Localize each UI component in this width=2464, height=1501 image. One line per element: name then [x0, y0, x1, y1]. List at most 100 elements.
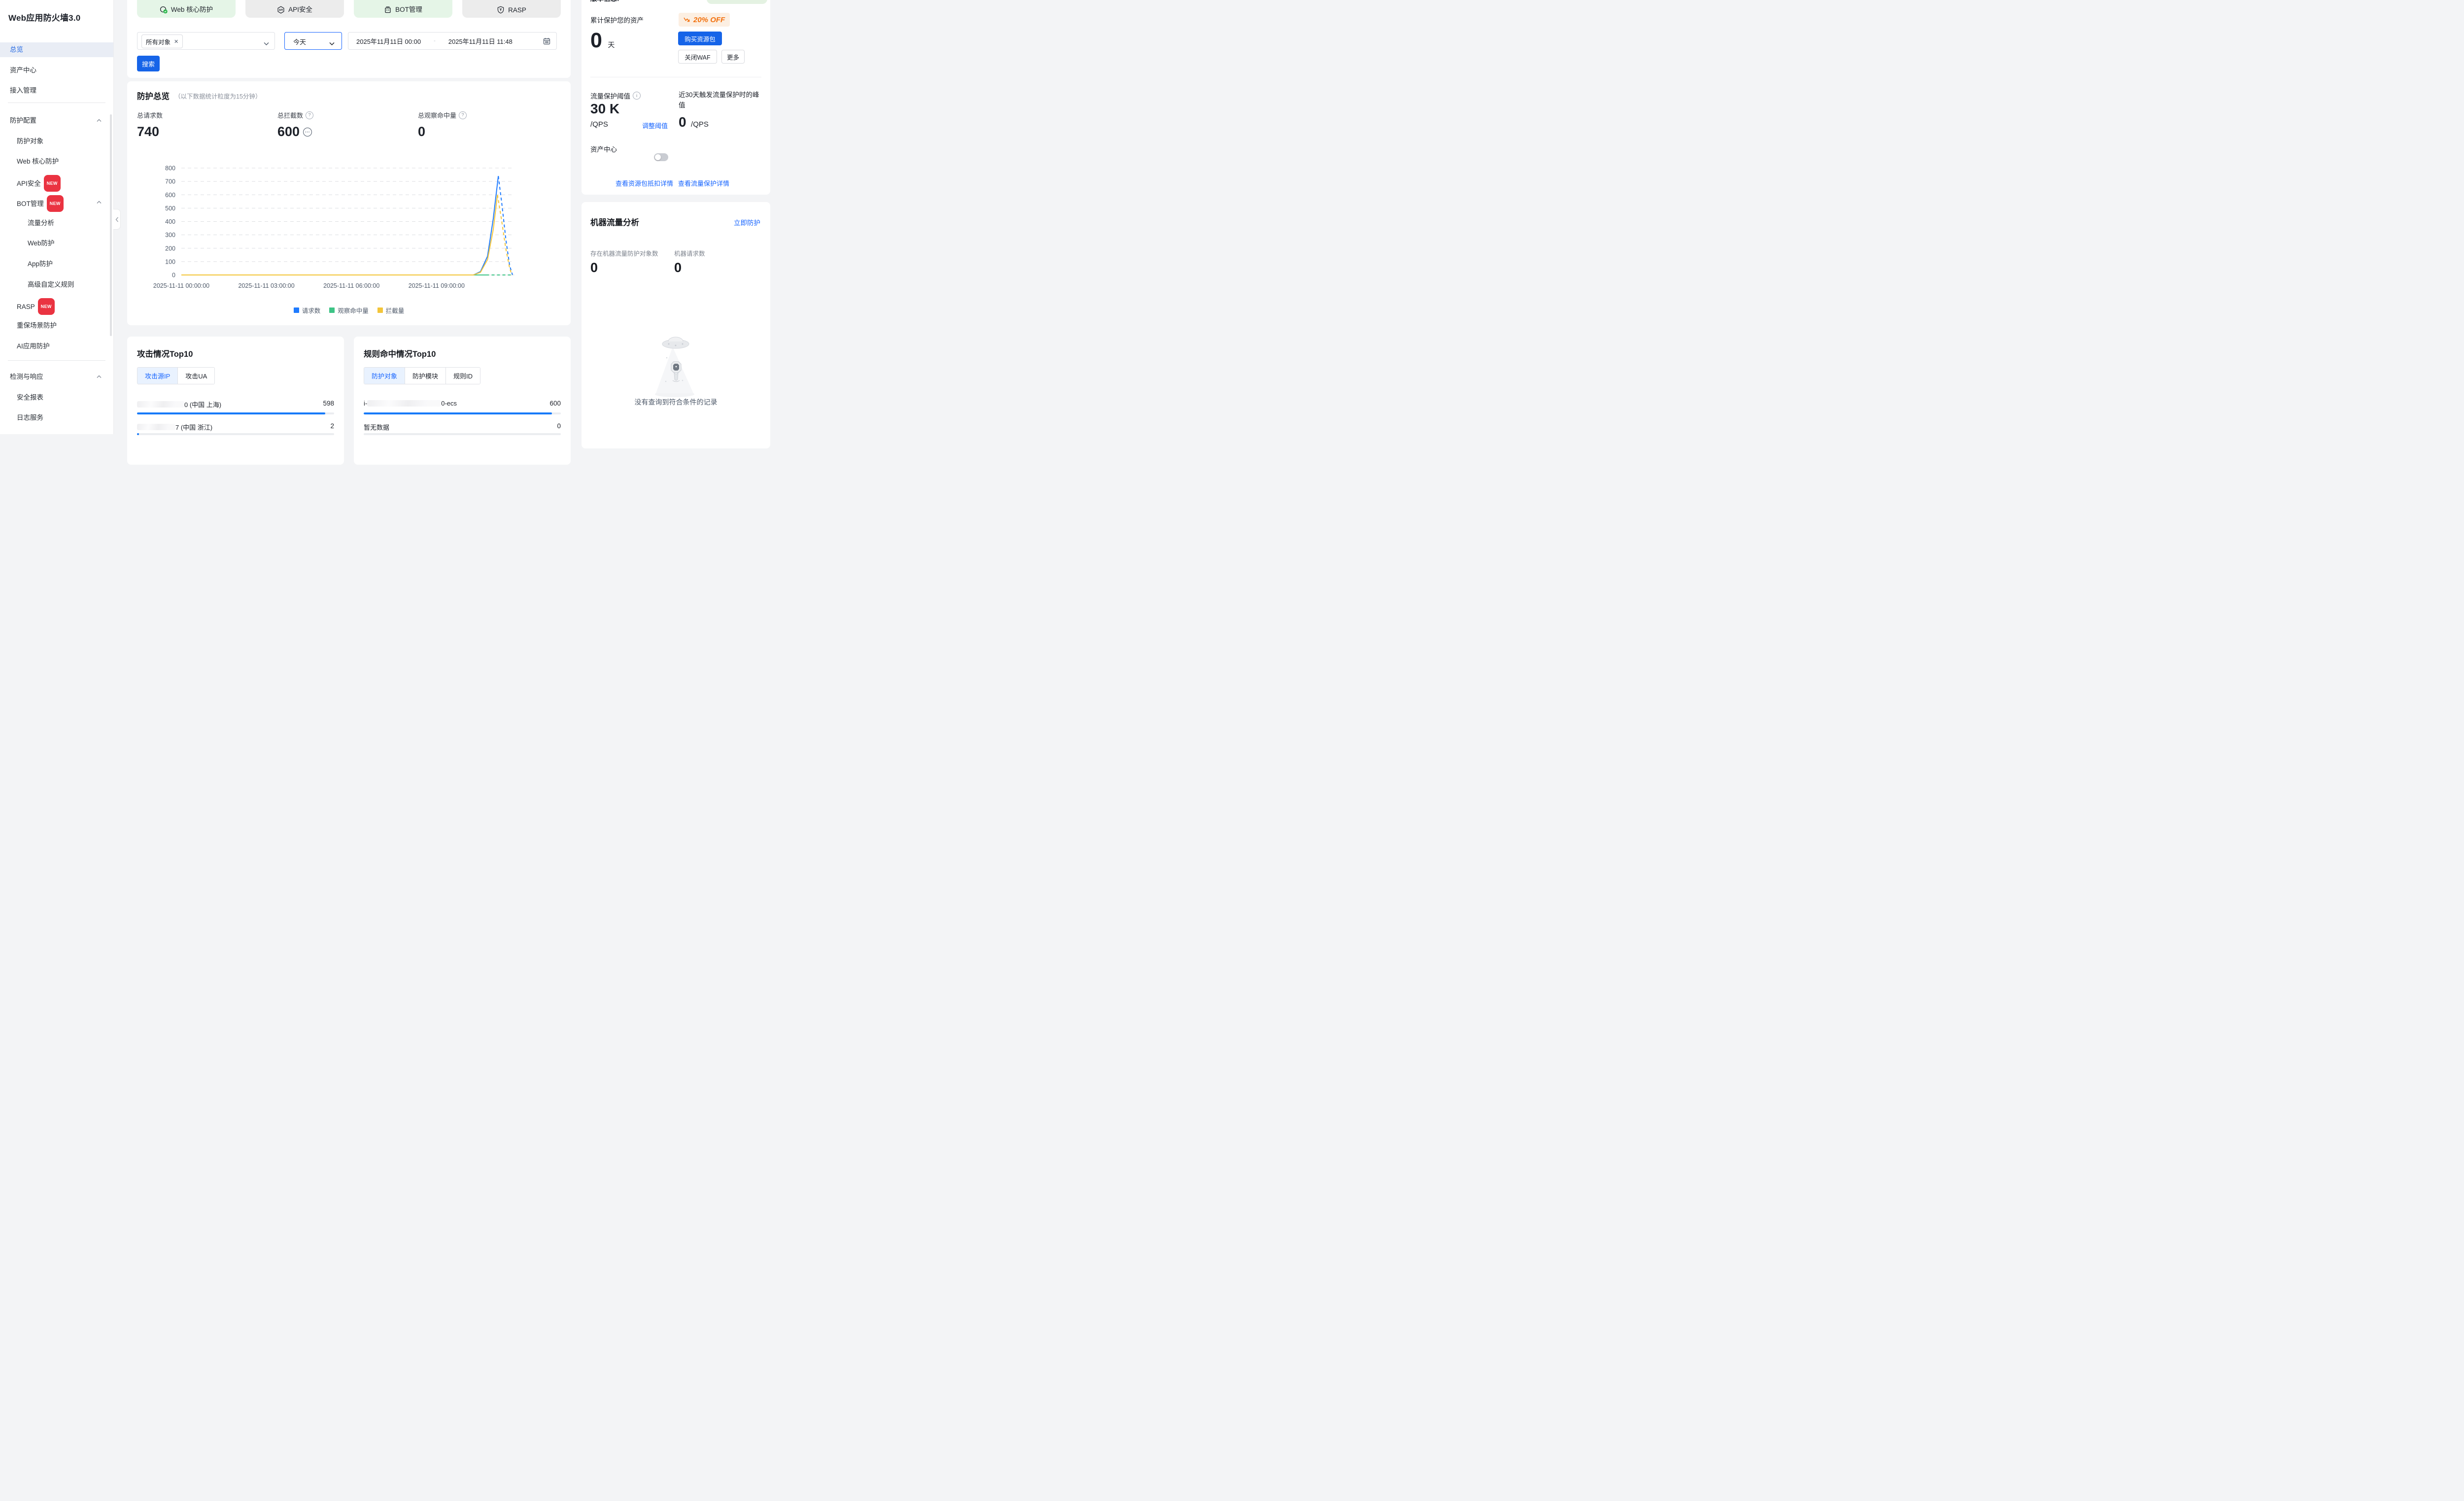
traffic-detail-link[interactable]: 查看流量保护详情	[678, 180, 730, 187]
svg-text:2025-11-11 06:00:00: 2025-11-11 06:00:00	[323, 282, 379, 289]
asset-protect-label: 累计保护您的资产	[590, 17, 644, 24]
calendar-icon[interactable]	[543, 37, 550, 45]
date-range-input[interactable]: 2025年11月11日 00:00 - 2025年11月11日 11:48	[348, 32, 557, 50]
threshold-label-row: 流量保护阈值 i	[590, 91, 641, 101]
tab-rule-id[interactable]: 规则ID	[445, 368, 480, 384]
sidebar-group-detect[interactable]: 检测与响应	[0, 370, 113, 384]
sidebar-item-traffic-analysis[interactable]: 流量分析	[28, 219, 54, 227]
rule-row-2: 暂无数据 0	[364, 422, 561, 432]
sidebar-item-bot[interactable]: BOT管理 NEW	[0, 195, 113, 212]
sidebar-item-overview[interactable]: 总览	[0, 42, 113, 57]
sidebar-group-protection[interactable]: 防护配置	[0, 113, 113, 128]
adjust-threshold-link[interactable]: 调整阈值	[642, 122, 668, 130]
rule-top10-title: 规则命中情况Top10	[364, 350, 436, 359]
rule-row-value: 0	[557, 422, 561, 430]
tab-protect-module[interactable]: 防护模块	[405, 368, 446, 384]
attack-row-1-bar	[137, 412, 334, 414]
attack-row-value: 2	[330, 422, 334, 430]
product-tab-api[interactable]: API API安全	[245, 0, 344, 18]
sidebar-item-asset-center[interactable]: 资产中心	[10, 67, 36, 74]
object-filter-tag: 所有对象 ✕	[141, 34, 183, 48]
sidebar-item-web-protect[interactable]: Web防护	[28, 239, 55, 247]
sidebar-item-ai-protect[interactable]: AI应用防护	[17, 342, 50, 350]
tab-attack-source-ip[interactable]: 攻击源IP	[137, 368, 178, 384]
legend-item[interactable]: 拦截量	[377, 306, 404, 315]
search-button[interactable]: 搜索	[137, 56, 160, 71]
protected-days: 0 天	[590, 29, 615, 53]
sidebar-item-log-service[interactable]: 日志服务	[17, 414, 43, 421]
bot-objects-label: 存在机器流量防护对象数	[590, 250, 658, 257]
stat-observe-hits: 总观察命中量 ? 0	[418, 110, 467, 139]
protect-now-link[interactable]: 立即防护	[734, 219, 760, 227]
sidebar-item-web-core[interactable]: Web 核心防护	[17, 158, 59, 165]
protection-overview-card: 防护总览 （以下数据统计粒度为15分钟） 总请求数 740 总拦截数 ? 600…	[127, 81, 571, 325]
close-waf-button[interactable]: 关闭WAF	[678, 50, 717, 64]
rule-top10-card: 规则命中情况Top10 防护对象 防护模块 规则ID i- 0-ecs 600 暂…	[354, 337, 571, 465]
sidebar-item-access[interactable]: 接入管理	[10, 87, 36, 94]
tab-protect-object[interactable]: 防护对象	[364, 368, 405, 384]
rule-row-2-bar	[364, 433, 561, 435]
product-tab-label: BOT管理	[395, 6, 422, 13]
bot-analysis-title: 机器流量分析	[590, 218, 639, 227]
legend-item[interactable]: 请求数	[293, 306, 320, 315]
threshold-value: 30 K	[590, 101, 620, 116]
bot-requests-label: 机器请求数	[674, 250, 705, 257]
more-circle-icon[interactable]: ···	[303, 127, 312, 136]
rule-row-label: 暂无数据	[364, 424, 390, 431]
attack-row-value: 598	[323, 400, 334, 407]
legend-swatch	[377, 307, 383, 313]
sidebar-item-custom-rules[interactable]: 高级自定义规则	[28, 281, 74, 288]
product-tab-rasp[interactable]: RASP	[462, 0, 561, 18]
overview-subtitle: （以下数据统计粒度为15分钟）	[174, 93, 262, 100]
peak-value: 0	[679, 114, 686, 130]
asset-center-toggle[interactable]	[654, 153, 668, 161]
sidebar-collapse-handle[interactable]	[113, 209, 121, 230]
days-unit: 天	[608, 41, 615, 49]
new-badge: NEW	[43, 175, 61, 192]
svg-text:2025-11-11 03:00:00: 2025-11-11 03:00:00	[238, 282, 294, 289]
sidebar-item-security-report[interactable]: 安全报表	[17, 394, 43, 401]
tab-attack-ua[interactable]: 攻击UA	[177, 368, 215, 384]
threshold-unit: /QPS	[590, 120, 608, 129]
bot-analysis-card: 机器流量分析 立即防护 存在机器流量防护对象数 机器请求数 0 0 没有查询到符…	[582, 202, 770, 448]
stat-value: 0	[418, 124, 426, 139]
peak-unit: /QPS	[691, 120, 709, 129]
date-separator: -	[434, 38, 436, 44]
stat-total-requests: 总请求数 740	[137, 110, 163, 139]
resource-detail-link[interactable]: 查看资源包抵扣详情	[616, 180, 674, 187]
stat-value: 600	[277, 124, 300, 139]
buy-resource-button[interactable]: 购买资源包	[678, 32, 722, 45]
svg-text:0: 0	[172, 272, 175, 279]
sidebar-item-protect-objects[interactable]: 防护对象	[17, 137, 43, 145]
sidebar-item-app-protect[interactable]: App防护	[28, 260, 53, 268]
legend-swatch	[293, 307, 299, 313]
close-icon[interactable]: ✕	[174, 38, 179, 45]
help-icon[interactable]: ?	[459, 111, 467, 119]
svg-text:700: 700	[165, 178, 175, 185]
svg-text:2025-11-11 00:00:00: 2025-11-11 00:00:00	[153, 282, 209, 289]
days-value: 0	[590, 29, 602, 52]
more-button[interactable]: 更多	[721, 50, 745, 64]
bot-objects-value: 0	[590, 260, 598, 275]
stat-label: 总拦截数	[277, 112, 304, 119]
sidebar-item-api-security[interactable]: API安全 NEW	[0, 175, 113, 192]
masked-id	[367, 400, 442, 407]
sidebar-group-label: 防护配置	[10, 117, 36, 124]
sidebar-item-major-event[interactable]: 重保场景防护	[17, 322, 57, 329]
time-preset-select[interactable]: 今天	[284, 32, 342, 50]
product-tab-bot[interactable]: BOT管理	[354, 0, 452, 18]
product-tab-web-core[interactable]: Web 核心防护	[137, 0, 236, 18]
legend-swatch	[329, 307, 335, 313]
sidebar-item-rasp[interactable]: RASP NEW	[0, 298, 113, 315]
new-badge: NEW	[37, 298, 55, 315]
bot-requests-value: 0	[674, 260, 682, 275]
legend-item[interactable]: 观察命中量	[329, 306, 369, 315]
help-icon[interactable]: ?	[306, 111, 314, 119]
svg-text:300: 300	[165, 232, 175, 239]
info-icon[interactable]: i	[633, 92, 641, 100]
svg-text:100: 100	[165, 258, 175, 265]
object-filter-select[interactable]: 所有对象 ✕	[137, 32, 275, 50]
sidebar-scrollbar[interactable]	[110, 114, 112, 336]
chevron-down-icon	[329, 39, 335, 48]
robot-icon	[384, 6, 392, 14]
